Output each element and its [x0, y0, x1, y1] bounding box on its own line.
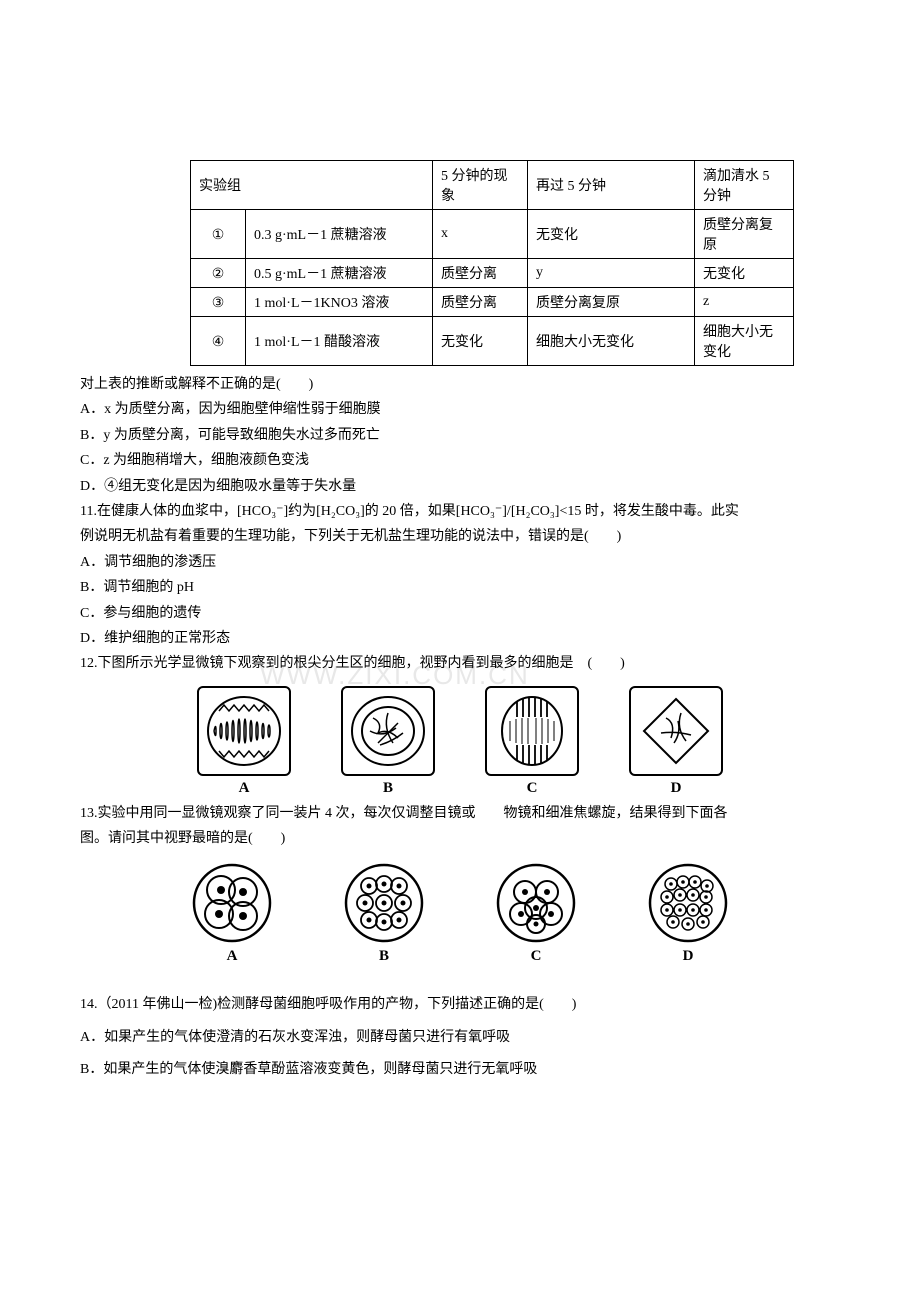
microscope-view-d-icon: [647, 862, 729, 944]
fig-label: A: [239, 780, 250, 797]
q12-fig-d: D: [629, 686, 723, 797]
cell-prophase-icon: [629, 686, 723, 776]
microscope-view-a-icon: [191, 862, 273, 944]
q12-fig-a: A: [197, 686, 291, 797]
th-10min: 再过 5 分钟: [528, 161, 695, 210]
q13-fig-d: D: [647, 862, 729, 965]
q14-opt-b: B．如果产生的气体使溴麝香草酚蓝溶液变黄色，则酵母菌只进行无氧呼吸: [80, 1059, 840, 1081]
fig-label: C: [527, 780, 538, 797]
q11-stem-2: 例说明无机盐有着重要的生理功能，下列关于无机盐生理功能的说法中，错误的是( ): [80, 526, 840, 548]
row-sol: 1 mol·L－1 醋酸溶液: [246, 317, 433, 366]
row-water: 无变化: [695, 259, 794, 288]
q10-opt-a: A．x 为质壁分离，因为细胞壁伸缩性弱于细胞膜: [80, 399, 840, 421]
th-group: 实验组: [191, 161, 433, 210]
microscope-view-c-icon: [495, 862, 577, 944]
table-row: ② 0.5 g·mL－1 蔗糖溶液 质壁分离 y 无变化: [191, 259, 794, 288]
table-row: ① 0.3 g·mL－1 蔗糖溶液 x 无变化 质壁分离复原: [191, 210, 794, 259]
row-sol: 0.3 g·mL－1 蔗糖溶液: [246, 210, 433, 259]
row-c10: 质壁分离复原: [528, 288, 695, 317]
q10-opt-d: D．④组无变化是因为细胞吸水量等于失水量: [80, 476, 840, 498]
q11-opt-a: A．调节细胞的渗透压: [80, 552, 840, 574]
row-water: z: [695, 288, 794, 317]
th-water: 滴加清水 5 分钟: [695, 161, 794, 210]
fig-label: C: [531, 948, 542, 965]
q12-fig-c: C: [485, 686, 579, 797]
row-water: 细胞大小无变化: [695, 317, 794, 366]
q13-stem-2: 图。请问其中视野最暗的是( ): [80, 828, 840, 850]
table-header-row: 实验组 5 分钟的现象 再过 5 分钟 滴加清水 5 分钟: [191, 161, 794, 210]
row-c5: 质壁分离: [433, 259, 528, 288]
q11-opt-d: D．维护细胞的正常形态: [80, 628, 840, 650]
q13-fig-c: C: [495, 862, 577, 965]
row-c10: 无变化: [528, 210, 695, 259]
q10-opt-c: C．z 为细胞稍增大，细胞液颜色变浅: [80, 450, 840, 472]
q13-figures: A B: [80, 862, 840, 965]
th-5min: 5 分钟的现象: [433, 161, 528, 210]
q11-opt-c: C．参与细胞的遗传: [80, 603, 840, 625]
row-num: ④: [191, 317, 246, 366]
fig-label: B: [383, 780, 393, 797]
cell-metaphase-icon: [197, 686, 291, 776]
q14-opt-a: A．如果产生的气体使澄清的石灰水变浑浊，则酵母菌只进行有氧呼吸: [80, 1027, 840, 1049]
q12-stem: 12.下图所示光学显微镜下观察到的根尖分生区的细胞，视野内看到最多的细胞是 ( …: [80, 653, 840, 675]
q14-stem: 14.（2011 年佛山一检)检测酵母菌细胞呼吸作用的产物，下列描述正确的是( …: [80, 994, 840, 1016]
q10-opt-b: B．y 为质壁分离，可能导致细胞失水过多而死亡: [80, 425, 840, 447]
q11-opt-b: B．调节细胞的 pH: [80, 577, 840, 599]
fig-label: D: [683, 948, 694, 965]
microscope-view-b-icon: [343, 862, 425, 944]
q10-stem: 对上表的推断或解释不正确的是( ): [80, 374, 840, 396]
row-c5: x: [433, 210, 528, 259]
q12-fig-b: B: [341, 686, 435, 797]
fig-label: D: [671, 780, 682, 797]
row-sol: 1 mol·L－1KNO3 溶液: [246, 288, 433, 317]
fig-label: B: [379, 948, 389, 965]
row-sol: 0.5 g·mL－1 蔗糖溶液: [246, 259, 433, 288]
row-c10: y: [528, 259, 695, 288]
fig-label: A: [227, 948, 238, 965]
q13-stem-1: 13.实验中用同一显微镜观察了同一装片 4 次，每次仅调整目镜或 物镜和细准焦螺…: [80, 803, 840, 825]
row-num: ②: [191, 259, 246, 288]
experiment-table: 实验组 5 分钟的现象 再过 5 分钟 滴加清水 5 分钟 ① 0.3 g·mL…: [190, 160, 794, 366]
table-row: ④ 1 mol·L－1 醋酸溶液 无变化 细胞大小无变化 细胞大小无变化: [191, 317, 794, 366]
q11-stem-1: 11.在健康人体的血浆中，[HCO₃⁻]约为[H₂CO₃]的 20 倍，如果[H…: [80, 501, 840, 523]
table-row: ③ 1 mol·L－1KNO3 溶液 质壁分离 质壁分离复原 z: [191, 288, 794, 317]
cell-anaphase-icon: [485, 686, 579, 776]
q13-fig-b: B: [343, 862, 425, 965]
row-c5: 质壁分离: [433, 288, 528, 317]
row-num: ③: [191, 288, 246, 317]
cell-interphase-icon: [341, 686, 435, 776]
q12-figures: A B: [80, 686, 840, 797]
row-water: 质壁分离复原: [695, 210, 794, 259]
q13-fig-a: A: [191, 862, 273, 965]
row-c10: 细胞大小无变化: [528, 317, 695, 366]
row-num: ①: [191, 210, 246, 259]
row-c5: 无变化: [433, 317, 528, 366]
